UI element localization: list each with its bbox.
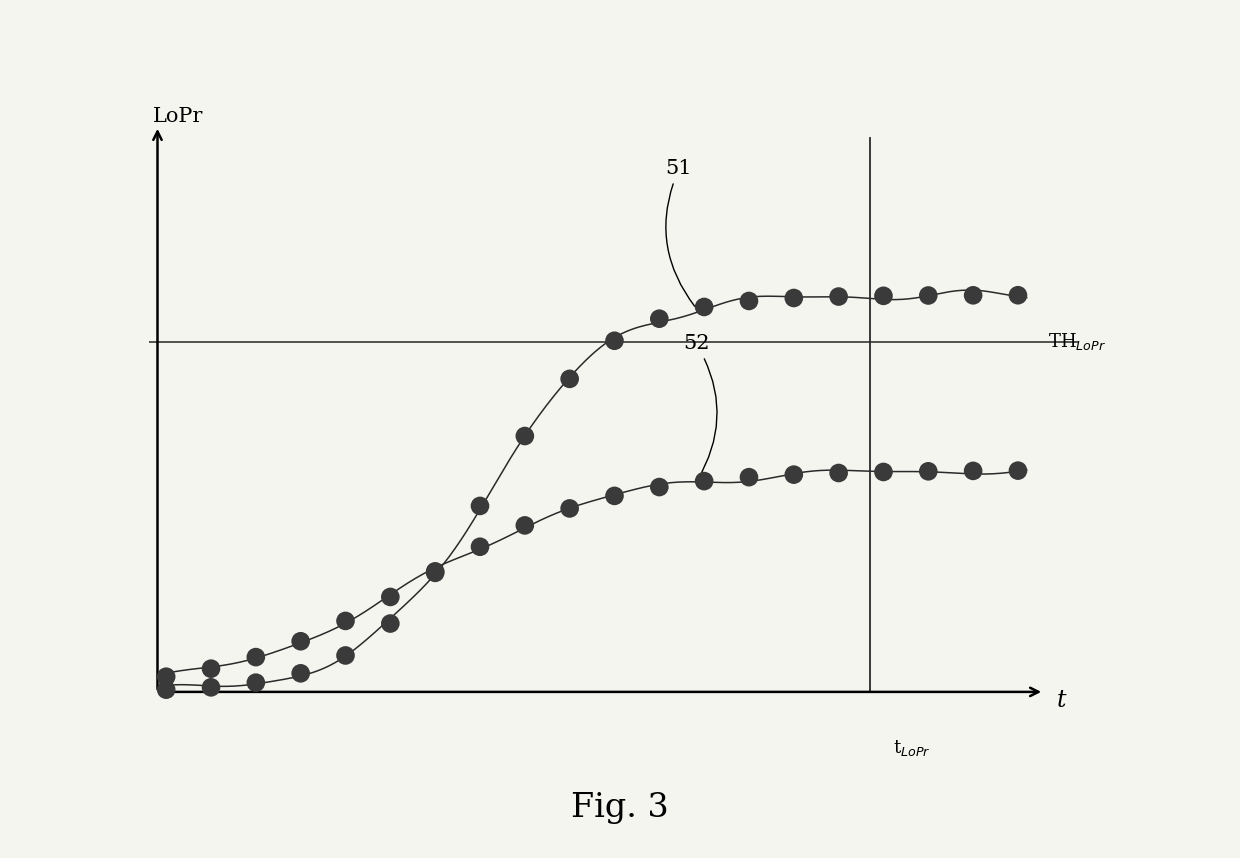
Point xyxy=(559,502,579,516)
Point xyxy=(650,480,670,494)
Point xyxy=(381,617,401,631)
Point xyxy=(694,300,714,314)
Point xyxy=(156,683,176,697)
Point xyxy=(425,566,445,580)
Point xyxy=(336,614,356,628)
Point xyxy=(694,474,714,488)
Point xyxy=(1008,464,1028,478)
Point xyxy=(201,680,221,694)
Point xyxy=(425,565,445,578)
Point xyxy=(246,650,265,664)
Point xyxy=(963,288,983,302)
Point xyxy=(246,676,265,690)
Text: 52: 52 xyxy=(683,335,717,480)
Point xyxy=(873,289,893,303)
Point xyxy=(605,334,625,347)
Point xyxy=(1008,288,1028,302)
Point xyxy=(828,466,848,480)
Point xyxy=(784,468,804,481)
Point xyxy=(381,590,401,604)
Point xyxy=(919,288,939,302)
Point xyxy=(963,464,983,478)
Point xyxy=(470,540,490,553)
Point xyxy=(739,294,759,308)
Text: LoPr: LoPr xyxy=(154,107,203,126)
Point xyxy=(156,670,176,684)
Point xyxy=(784,291,804,305)
Point xyxy=(873,465,893,479)
Point xyxy=(201,662,221,675)
Text: TH$_{LoPr}$: TH$_{LoPr}$ xyxy=(1048,331,1106,353)
Point xyxy=(470,499,490,513)
Point xyxy=(290,634,310,648)
Text: 51: 51 xyxy=(666,160,694,306)
Point xyxy=(336,649,356,662)
Point xyxy=(919,464,939,478)
Point xyxy=(605,489,625,503)
Point xyxy=(650,311,670,325)
Point xyxy=(828,290,848,304)
Point xyxy=(290,667,310,680)
Text: t: t xyxy=(1056,689,1066,712)
Point xyxy=(515,518,534,532)
Point xyxy=(559,372,579,386)
Text: t$_{LoPr}$: t$_{LoPr}$ xyxy=(893,738,930,758)
Text: Fig. 3: Fig. 3 xyxy=(572,792,668,824)
Point xyxy=(515,429,534,443)
Point xyxy=(739,470,759,484)
